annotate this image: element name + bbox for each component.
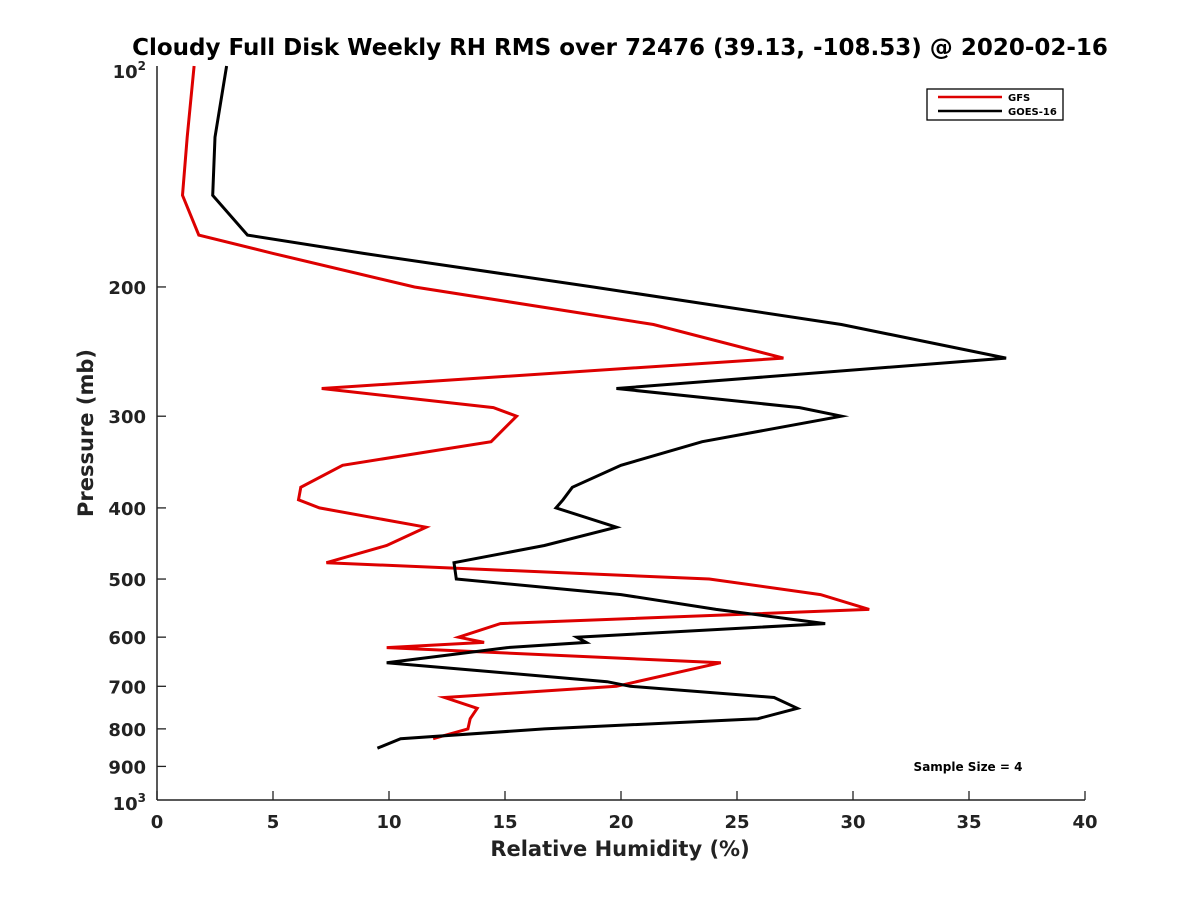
x-tick-label: 25 <box>724 812 749 833</box>
y-tick-label: 800 <box>108 720 146 741</box>
sample-size-annotation: Sample Size = 4 <box>914 760 1023 774</box>
y-tick-label: 400 <box>108 499 146 520</box>
x-tick-label: 35 <box>956 812 981 833</box>
x-axis-label: Relative Humidity (%) <box>490 837 749 861</box>
chart-title: Cloudy Full Disk Weekly RH RMS over 7247… <box>132 35 1108 61</box>
x-tick-label: 20 <box>608 812 633 833</box>
x-tick-label: 5 <box>267 812 280 833</box>
y-tick-label-bottom: 103 <box>113 791 146 815</box>
y-tick-label: 500 <box>108 570 146 591</box>
y-tick-label: 600 <box>108 628 146 649</box>
x-tick-label: 0 <box>151 812 164 833</box>
legend-label: GOES-16 <box>1008 107 1057 118</box>
legend-label: GFS <box>1008 93 1030 104</box>
y-tick-label: 200 <box>108 278 146 299</box>
x-tick-label: 15 <box>492 812 517 833</box>
y-axis-ticks: 200 300 400 500 600 700 800 900 102 103 <box>108 59 166 815</box>
x-tick-label: 10 <box>376 812 401 833</box>
series-lines <box>180 65 1007 750</box>
x-tick-label: 30 <box>840 812 865 833</box>
legend: GFS GOES-16 <box>926 88 1064 121</box>
y-tick-label-top: 102 <box>113 59 146 83</box>
y-tick-label: 300 <box>108 407 146 428</box>
series-line-goes-16 <box>211 65 1007 750</box>
y-tick-label: 900 <box>108 757 146 778</box>
series-line-gfs <box>180 65 870 741</box>
x-tick-label: 40 <box>1072 812 1097 833</box>
x-axis-ticks: 0 5 10 15 20 25 30 35 40 <box>151 791 1098 833</box>
legend-box <box>926 88 1064 121</box>
y-tick-label: 700 <box>108 677 146 698</box>
y-axis-label: Pressure (mb) <box>74 349 98 517</box>
